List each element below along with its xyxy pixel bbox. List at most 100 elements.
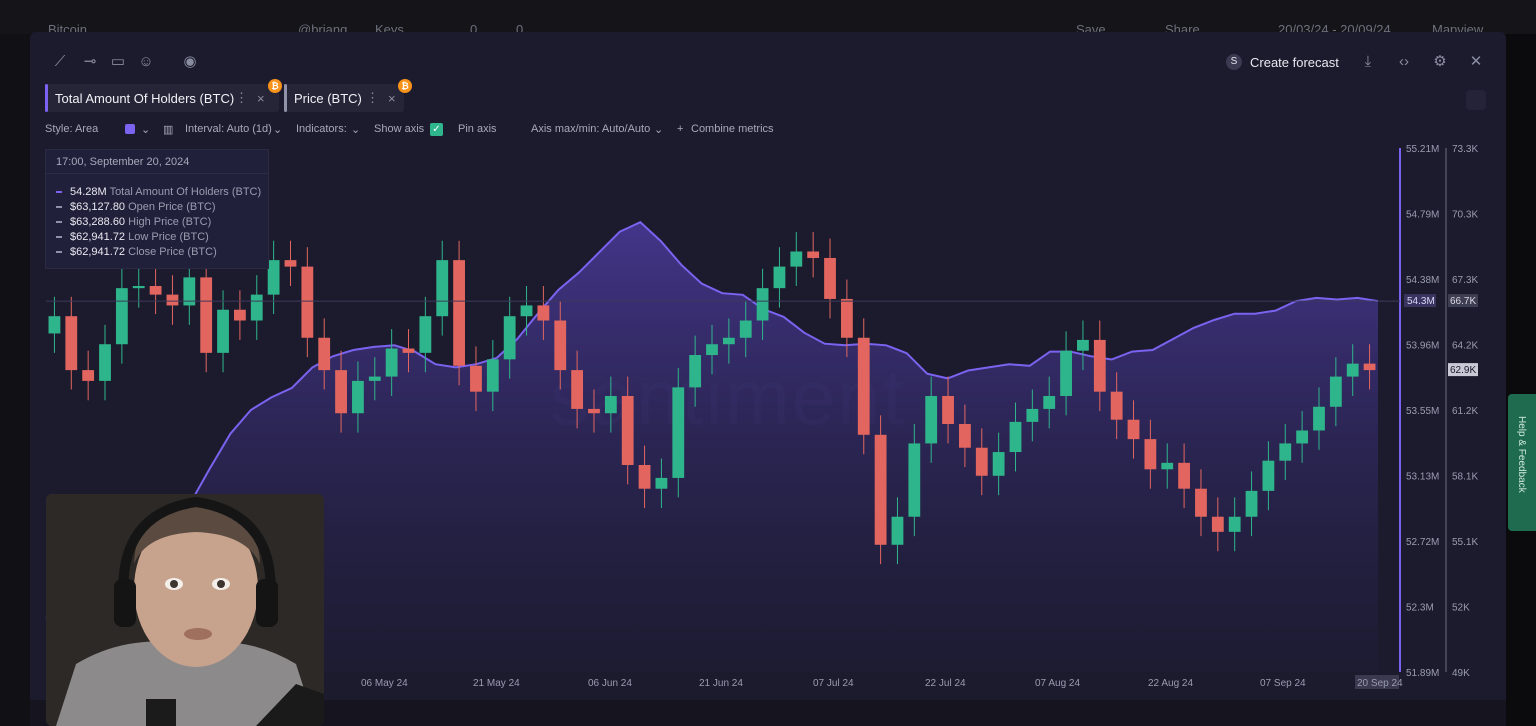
- settings-dot-icon[interactable]: [1466, 90, 1486, 110]
- forecast-icon: S: [1226, 54, 1242, 70]
- chevron-down-icon[interactable]: ⌄: [351, 124, 361, 136]
- holders-tick-label: 55.21M: [1406, 144, 1439, 155]
- bitcoin-badge-icon: ₿: [268, 79, 282, 93]
- download-icon[interactable]: ⤓: [1364, 53, 1372, 70]
- pin-axis-toggle[interactable]: Pin axis: [458, 123, 497, 135]
- tab-total-holders[interactable]: Total Amount Of Holders (BTC) ⋮ ×: [45, 84, 279, 112]
- price-candle: [706, 344, 718, 356]
- price-candle: [891, 516, 904, 545]
- price-candle: [722, 337, 735, 345]
- price-candle: [1195, 488, 1207, 517]
- price-candle: [689, 355, 702, 388]
- chevron-down-icon[interactable]: ⌄: [273, 124, 283, 136]
- price-candle: [925, 395, 938, 444]
- price-candle: [267, 260, 280, 295]
- tooltip-row: $63,127.80 Open Price (BTC): [56, 201, 216, 213]
- price-candle: [739, 320, 752, 338]
- eye-icon[interactable]: ◉: [183, 53, 197, 70]
- x-tick-label: 21 Jun 24: [699, 678, 743, 689]
- x-tick-label: 22 Jul 24: [925, 678, 966, 689]
- tab-price[interactable]: Price (BTC) ⋮ ×: [284, 84, 404, 112]
- x-tick-label: 07 Aug 24: [1035, 678, 1080, 689]
- color-swatch[interactable]: [125, 124, 135, 134]
- tooltip-label: Open Price (BTC): [128, 201, 216, 213]
- price-candle: [352, 380, 364, 414]
- price-candle: [807, 251, 820, 258]
- price-candle: [82, 370, 95, 381]
- price-candle: [166, 294, 179, 306]
- price-candle: [773, 266, 786, 289]
- price-candle: [335, 370, 347, 414]
- price-candle: [554, 320, 567, 371]
- tab-close-icon[interactable]: ×: [257, 90, 265, 106]
- chart-svg[interactable]: 55.21M 54.79M 54.38M 53.96M 53.55M 53.13M 52.7…: [30, 32, 1506, 726]
- price-candle: [857, 337, 870, 435]
- price-candle: [503, 316, 516, 360]
- tab-menu-icon[interactable]: ⋮: [366, 90, 379, 105]
- price-candle: [1296, 430, 1309, 444]
- chevron-down-icon[interactable]: ⌄: [654, 124, 664, 136]
- price-candle: [1279, 443, 1292, 461]
- create-forecast-button[interactable]: S Create forecast: [1226, 50, 1339, 74]
- holders-tick-label: 54.38M: [1406, 275, 1439, 286]
- price-candle: [638, 464, 651, 489]
- help-feedback-tab[interactable]: Help & Feedback: [1508, 394, 1536, 531]
- price-candle: [604, 395, 617, 414]
- price-candle: [453, 260, 465, 366]
- price-candle: [200, 277, 213, 353]
- price-candle: [99, 344, 111, 381]
- tab-close-icon[interactable]: ×: [388, 90, 396, 106]
- bitcoin-badge-icon: ₿: [398, 79, 412, 93]
- indicators-dropdown[interactable]: Indicators:: [296, 123, 347, 135]
- emoji-tool-icon[interactable]: ☺: [138, 53, 154, 70]
- price-candle: [1262, 460, 1275, 491]
- show-axis-checkbox[interactable]: ✓: [430, 123, 443, 136]
- price-candle: [672, 387, 685, 478]
- price-tick-label: 49K: [1452, 668, 1470, 679]
- tooltip-label: Low Price (BTC): [128, 231, 209, 243]
- combine-metrics-button[interactable]: Combine metrics: [691, 123, 774, 135]
- price-candle: [1313, 406, 1325, 431]
- price-tick-label: 58.1K: [1452, 472, 1478, 483]
- chevron-down-icon[interactable]: ⌄: [141, 124, 151, 136]
- close-icon[interactable]: ✕: [1469, 53, 1483, 70]
- tooltip-value: $62,941.72: [70, 246, 126, 258]
- axis-maxmin-dropdown[interactable]: Axis max/min: Auto/Auto: [531, 123, 651, 135]
- settings-gear-icon[interactable]: ⚙: [1433, 53, 1447, 70]
- price-candle: [1245, 490, 1258, 517]
- holders-area-layer: [45, 221, 1379, 672]
- price-candle: [1077, 339, 1089, 351]
- price-candle: [959, 424, 971, 448]
- price-candle: [149, 286, 162, 295]
- price-current-label: 66.7K: [1450, 296, 1476, 307]
- price-candle: [975, 447, 988, 476]
- tooltip-value: $63,127.80: [70, 201, 126, 213]
- price-candle: [908, 443, 921, 517]
- horizontal-line-tool-icon[interactable]: ⊸: [83, 53, 97, 70]
- price-candle: [1346, 363, 1359, 377]
- background-app-bar: Bitcoin @brianq Keys 0 0 Save Share 20/0…: [0, 0, 1536, 37]
- style-dropdown[interactable]: Style: Area: [45, 123, 99, 135]
- price-candle: [992, 452, 1005, 476]
- candle-icon: ▥: [163, 124, 174, 136]
- x-tick-label: 07 Sep 24: [1260, 678, 1306, 689]
- price-candle: [1363, 363, 1376, 371]
- embed-code-icon[interactable]: ‹›: [1399, 53, 1409, 70]
- price-candle: [301, 266, 314, 338]
- price-candle: [756, 288, 769, 321]
- price-candle: [436, 260, 449, 317]
- note-tool-icon[interactable]: ▭: [110, 53, 126, 70]
- chart-tooltip: 17:00, September 20, 2024 54.28M Total A…: [45, 149, 269, 269]
- tab-menu-icon[interactable]: ⋮: [235, 90, 248, 105]
- price-candle: [419, 316, 432, 353]
- price-candle: [48, 316, 61, 334]
- price-tick-label: 55.1K: [1452, 537, 1478, 548]
- interval-dropdown[interactable]: Interval: Auto (1d): [185, 123, 272, 135]
- x-tick-label: 07 Jul 24: [813, 678, 854, 689]
- price-candle: [1228, 516, 1241, 532]
- line-tool-icon[interactable]: ⟋: [54, 53, 66, 70]
- presenter-figure: [46, 494, 324, 726]
- price-last-label: 62.9K: [1450, 365, 1476, 376]
- holders-tick-label: 54.79M: [1406, 210, 1439, 221]
- holders-tick-label: 53.55M: [1406, 406, 1439, 417]
